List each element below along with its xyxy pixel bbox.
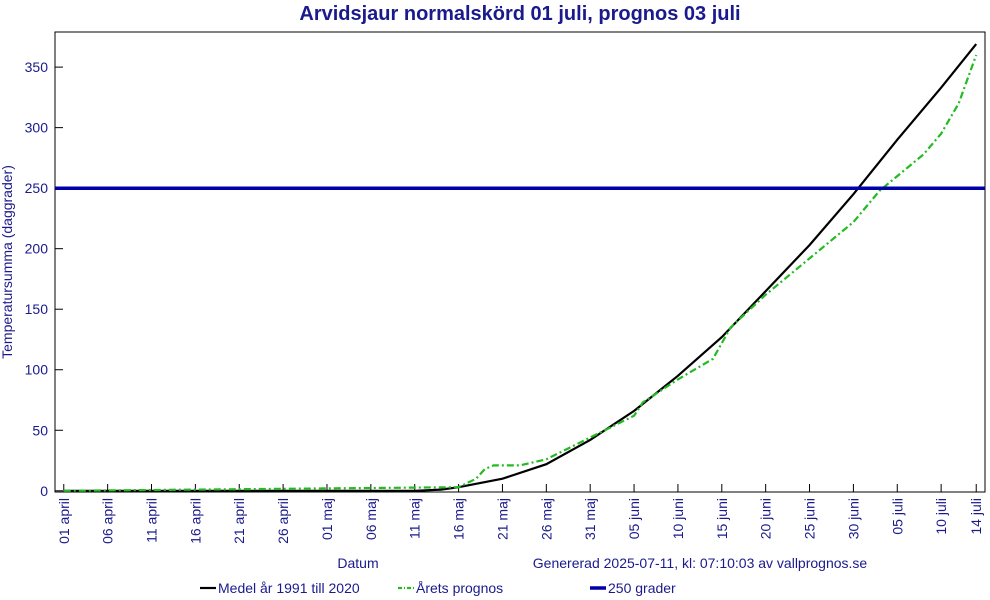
y-tick-label: 0: [40, 483, 48, 499]
legend-label: 250 grader: [608, 580, 676, 596]
x-tick-label: 21 april: [231, 498, 247, 544]
x-tick-label: 11 april: [144, 498, 160, 543]
x-tick-label: 16 maj: [451, 498, 467, 540]
y-tick-label: 50: [32, 422, 48, 438]
x-tick-label: 30 juni: [845, 498, 861, 539]
x-tick-label: 05 juli: [889, 498, 905, 535]
plot-frame: [54, 31, 986, 493]
series-line: [63, 54, 978, 492]
x-tick-label: 01 maj: [319, 498, 335, 540]
x-tick-label: 16 april: [187, 498, 203, 544]
x-tick-label: 31 maj: [582, 498, 598, 540]
x-tick-label: 05 juni: [626, 498, 642, 539]
x-tick-label: 10 juli: [933, 498, 949, 535]
y-tick-label: 100: [25, 362, 49, 378]
y-tick-label: 300: [25, 120, 49, 136]
x-tick-label: 15 juni: [714, 498, 730, 539]
x-axis-label: Datum: [337, 555, 378, 571]
y-tick-label: 350: [25, 59, 49, 75]
x-tick-label: 25 juni: [802, 498, 818, 539]
annotation: Genererad 2025-07-11, kl: 07:10:03 av va…: [533, 555, 868, 571]
x-tick-label: 20 juni: [758, 498, 774, 539]
y-tick-label: 200: [25, 241, 49, 257]
x-tick-label: 11 maj: [407, 498, 423, 539]
x-tick-label: 06 maj: [363, 498, 379, 540]
y-tick-label: 150: [25, 301, 49, 317]
x-tick-label: 26 april: [275, 498, 291, 544]
x-tick-label: 21 maj: [494, 498, 510, 540]
legend-label: Medel år 1991 till 2020: [218, 580, 360, 596]
x-tick-label: 06 april: [100, 498, 116, 544]
x-tick-label: 01 april: [56, 498, 72, 544]
x-tick-label: 14 juli: [968, 498, 984, 535]
y-axis-label: Temperatursumma (daggrader): [0, 165, 15, 359]
x-tick-label: 10 juni: [670, 498, 686, 539]
legend-label: Årets prognos: [416, 580, 503, 596]
chart-title: Arvidsjaur normalskörd 01 juli, prognos …: [299, 3, 740, 25]
y-tick-label: 250: [25, 180, 49, 196]
x-tick-label: 26 maj: [538, 498, 554, 540]
